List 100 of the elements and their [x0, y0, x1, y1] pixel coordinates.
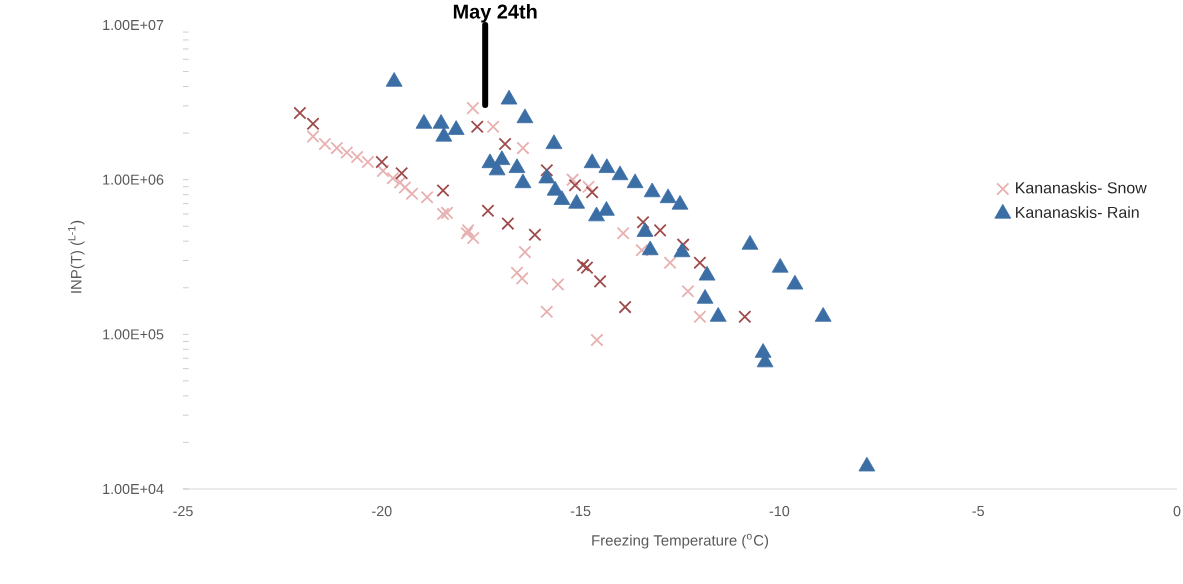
point	[738, 310, 752, 324]
point	[466, 231, 480, 245]
point	[636, 222, 654, 237]
point	[709, 307, 727, 322]
point	[551, 277, 565, 292]
point	[698, 265, 716, 281]
point	[663, 256, 677, 270]
point	[540, 305, 554, 319]
point	[626, 173, 644, 189]
point	[696, 289, 714, 304]
point	[582, 180, 596, 194]
point	[481, 204, 495, 218]
x-axis-title: Freezing Temperature ($^{o}$C)	[592, 533, 769, 549]
y-tick-label: 1.00E+05	[103, 329, 164, 340]
point	[588, 206, 605, 222]
point	[858, 456, 876, 472]
point	[616, 226, 630, 240]
point	[641, 240, 659, 256]
point	[306, 129, 320, 144]
y-tick-label: 1.00E+04	[103, 483, 164, 495]
point	[375, 155, 389, 169]
point	[593, 274, 607, 288]
point	[518, 245, 532, 259]
x-tick-label: -25	[173, 506, 193, 517]
x-tick-label: -15	[570, 506, 591, 517]
y-axis-title: INP(T) ($^{L-1}$)	[68, 220, 85, 293]
point	[350, 150, 364, 164]
point	[470, 120, 484, 134]
x-tick-label: -20	[372, 506, 392, 517]
ref-line-label: May 24th	[453, 4, 537, 23]
point	[436, 207, 450, 221]
x-tick-label: -10	[769, 506, 790, 517]
point	[643, 182, 661, 198]
point	[741, 235, 759, 250]
point	[398, 180, 412, 195]
point	[447, 120, 465, 135]
point	[395, 166, 409, 180]
point	[508, 158, 526, 173]
point	[671, 194, 689, 210]
point	[673, 242, 691, 258]
point	[540, 163, 554, 177]
point	[361, 155, 375, 169]
point	[528, 228, 542, 242]
point	[681, 284, 695, 298]
point	[611, 165, 629, 181]
point	[510, 266, 524, 280]
point	[814, 307, 832, 322]
point	[568, 194, 585, 209]
point	[466, 101, 480, 115]
x-tick-label: -5	[972, 506, 984, 517]
point	[376, 164, 390, 178]
point	[545, 134, 563, 150]
legend-label: Kananaskis- Rain	[1016, 206, 1139, 218]
point	[415, 114, 433, 129]
point	[306, 117, 320, 131]
point	[386, 171, 400, 185]
point	[385, 72, 403, 87]
point	[553, 190, 571, 205]
point	[340, 145, 354, 159]
point	[405, 187, 419, 201]
y-tick-label: 1.00E+07	[103, 19, 164, 31]
point	[500, 89, 518, 105]
point	[318, 137, 332, 151]
point	[330, 141, 344, 155]
point	[440, 206, 454, 220]
point	[546, 180, 564, 196]
point	[598, 201, 615, 216]
point	[486, 120, 500, 134]
x-tick-label: 0	[1173, 506, 1181, 517]
point	[786, 274, 804, 290]
point	[293, 106, 307, 120]
point	[515, 271, 529, 285]
point	[583, 153, 601, 169]
point	[590, 333, 604, 347]
point	[436, 184, 450, 198]
point	[501, 217, 515, 231]
point	[576, 258, 590, 272]
point	[580, 261, 594, 275]
point	[516, 108, 534, 124]
point	[393, 175, 407, 189]
point	[516, 141, 530, 155]
point	[498, 137, 512, 151]
point	[514, 173, 532, 189]
point	[432, 114, 450, 129]
point	[566, 173, 580, 187]
point	[771, 258, 789, 273]
point	[693, 310, 707, 324]
point	[659, 188, 677, 204]
point	[635, 243, 649, 257]
point	[618, 300, 632, 314]
point	[538, 168, 556, 184]
point	[693, 256, 707, 270]
point	[653, 223, 667, 237]
point	[598, 158, 616, 173]
point	[568, 178, 582, 192]
point	[585, 185, 599, 199]
point	[420, 190, 434, 204]
legend-label: Kananaskis- Snow	[1016, 181, 1147, 194]
point	[636, 215, 650, 229]
point	[435, 126, 453, 142]
